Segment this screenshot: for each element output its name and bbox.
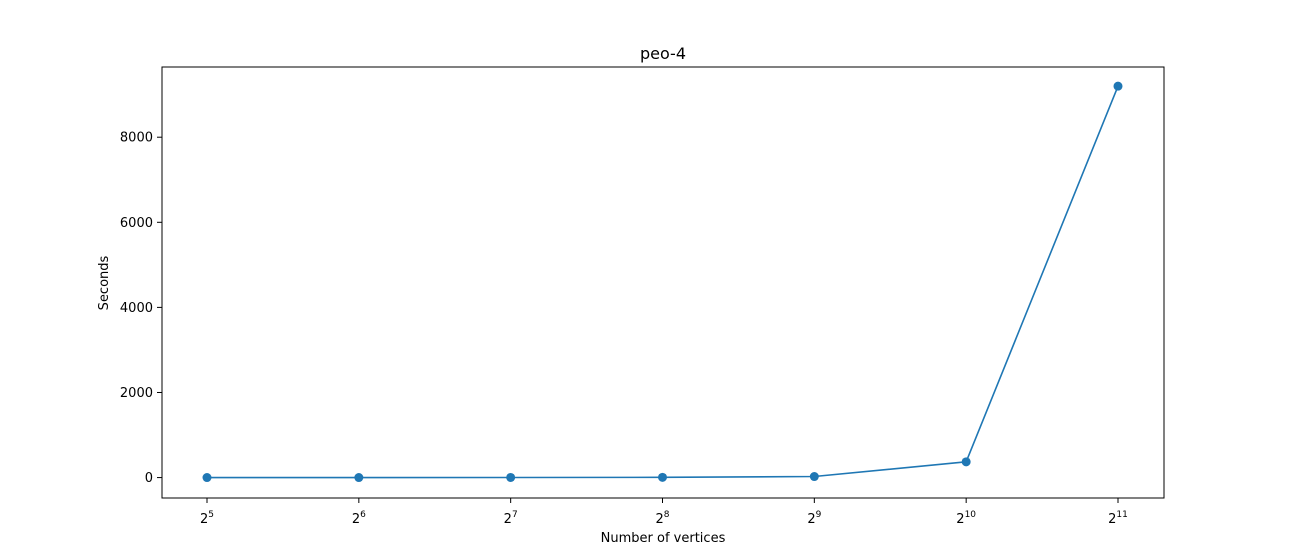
x-tick-exponent: 5	[208, 510, 214, 520]
x-tick-exponent: 11	[1116, 510, 1127, 520]
x-tick-label: 28	[655, 510, 669, 527]
y-tick-label: 0	[145, 471, 153, 486]
data-point	[658, 472, 667, 482]
data-point	[1113, 81, 1123, 91]
x-tick-base: 2	[200, 512, 208, 527]
x-tick-base: 2	[655, 512, 663, 527]
x-tick-base: 2	[352, 512, 360, 527]
chart-title: peo-4	[640, 44, 686, 63]
data-point	[809, 472, 819, 482]
series-layer	[202, 81, 1123, 483]
data-point	[354, 473, 364, 483]
x-tick-base: 2	[504, 512, 512, 527]
data-point	[961, 457, 971, 467]
x-tick-label: 29	[807, 510, 821, 527]
y-tick-label: 4000	[120, 301, 153, 316]
x-tick-exponent: 10	[965, 510, 977, 520]
x-tick-label: 27	[504, 510, 518, 527]
y-tick-label: 8000	[120, 131, 153, 146]
y-tick-label: 6000	[120, 216, 153, 231]
x-tick-label: 210	[956, 510, 976, 527]
x-tick-exponent: 6	[360, 510, 366, 520]
x-axis-label: Number of vertices	[601, 531, 726, 546]
x-tick-base: 2	[807, 512, 815, 527]
y-axis: 0 2000 4000 6000 8000	[120, 131, 162, 486]
x-tick-exponent: 8	[664, 510, 670, 520]
x-tick-exponent: 7	[512, 510, 518, 520]
data-point	[202, 473, 212, 483]
data-point	[506, 472, 516, 482]
x-tick-label: 25	[200, 510, 214, 527]
x-tick-base: 2	[956, 512, 964, 527]
x-axis: 25 26 27 28 29 210 211	[200, 498, 1128, 527]
x-tick-label: 211	[1108, 510, 1128, 527]
x-tick-base: 2	[1108, 512, 1116, 527]
y-tick-label: 2000	[120, 386, 153, 401]
y-axis-label: Seconds	[97, 255, 112, 310]
x-tick-label: 26	[352, 510, 366, 527]
x-tick-exponent: 9	[816, 510, 822, 520]
